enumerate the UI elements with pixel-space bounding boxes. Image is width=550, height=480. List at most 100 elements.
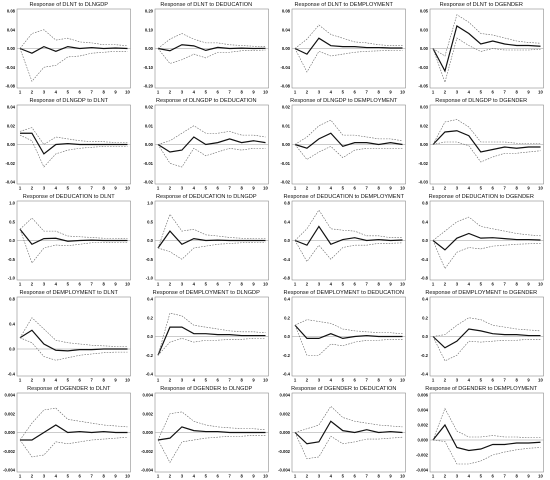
y-tick-label: -0.5 [145, 257, 153, 262]
upper-band-line [294, 209, 403, 241]
x-tick-label: 4 [467, 474, 470, 479]
x-tick-label: 8 [240, 90, 243, 95]
y-tick-label: 0.000 [280, 430, 291, 435]
x-tick-label: 3 [318, 186, 321, 191]
x-tick-label: 5 [67, 186, 70, 191]
x-tick-label: 8 [102, 378, 105, 383]
y-tick-label: -0.4 [420, 372, 428, 377]
x-tick-label: 6 [491, 474, 494, 479]
irf-panel: Response of DEDUCATION to DLNGDP 1.0 0.5 0.… [138, 192, 276, 288]
x-tick-label: 5 [342, 378, 345, 383]
x-tick-label: 7 [365, 282, 368, 287]
panel-title: Response of DLNGDP to DEMPLOYMENT [290, 98, 398, 104]
y-tick-label: -0.20 [143, 84, 153, 89]
x-tick-label: 7 [365, 186, 368, 191]
y-tick-label: 0.4 [284, 297, 290, 302]
x-tick-label: 7 [503, 378, 506, 383]
response-line [157, 44, 266, 52]
panel-title: Response of DEMPLOYMENT to DGENDER [425, 290, 538, 296]
x-tick-label: 10 [538, 186, 543, 191]
panel-title: Response of DLNGDP to DGENDER [435, 98, 528, 104]
y-tick-label: 0.006 [417, 393, 428, 398]
irf-panel: Response of DEDUCATION to DGENDER 0.8 0.4 0… [413, 192, 550, 288]
x-tick-label: 4 [467, 378, 470, 383]
x-tick-label: 1 [431, 378, 434, 383]
y-tick-label: 0.4 [422, 219, 428, 224]
x-tick-label: 6 [491, 282, 494, 287]
x-tick-label: 5 [204, 186, 207, 191]
y-tick-label: 0.5 [147, 219, 153, 224]
y-tick-label: 0.01 [144, 123, 153, 128]
lower-band-line [157, 338, 265, 356]
x-tick-label: 9 [389, 90, 392, 95]
x-tick-label: 7 [365, 90, 368, 95]
y-tick-label: -0.004 [416, 468, 429, 473]
x-tick-label: 1 [294, 186, 297, 191]
y-tick-label: 0.00 [144, 142, 153, 147]
upper-band-line [157, 213, 265, 249]
panel-title: Response of DGENDER to DLNGDP [160, 386, 253, 392]
y-tick-label: 0.004 [417, 408, 428, 413]
y-tick-label: 0.0 [147, 334, 153, 339]
y-tick-label: 0.02 [419, 123, 428, 128]
lower-band-line [157, 242, 265, 260]
x-tick-label: 7 [90, 186, 93, 191]
irf-panel: Response of DGENDER to DLNT 0.004 0.002 0.0… [0, 384, 138, 480]
y-tick-label: -0.02 [5, 161, 15, 166]
upper-band-line [157, 411, 266, 441]
x-tick-label: 4 [192, 186, 195, 191]
y-tick-label: -0.8 [420, 276, 428, 281]
y-tick-label: 0.4 [9, 322, 15, 327]
x-tick-label: 8 [240, 474, 243, 479]
irf-panel: Response of DEMPLOYMENT to DLNT 0.8 0.4 0.0… [0, 288, 138, 384]
response-line [431, 25, 541, 73]
x-tick-label: 7 [228, 90, 231, 95]
x-tick-label: 2 [31, 378, 34, 383]
panel-title: Response of DEMPLOYMENT to DLNT [19, 290, 118, 296]
upper-band-line [19, 407, 128, 441]
x-tick-label: 5 [67, 90, 70, 95]
irf-plot: 0.8 0.4 0.0 -0.41 2 3 4 5 6 7 8 9 10 [8, 297, 131, 383]
panel-title: Response of DEDUCATION to DGENDER [428, 194, 534, 200]
lower-band-line [432, 37, 541, 84]
x-tick-label: 10 [263, 90, 268, 95]
x-tick-label: 7 [90, 474, 93, 479]
response-line [294, 225, 403, 246]
x-tick-label: 10 [400, 282, 405, 287]
y-tick-label: 0.0 [147, 238, 153, 243]
lower-band-line [294, 240, 403, 263]
upper-band-line [19, 317, 128, 347]
y-tick-label: 0.004 [142, 393, 153, 398]
y-tick-label: 0.2 [147, 315, 153, 320]
y-tick-label: -0.04 [5, 65, 15, 70]
x-tick-label: 4 [467, 90, 470, 95]
x-tick-label: 7 [503, 186, 506, 191]
y-tick-label: 0.00 [282, 142, 291, 147]
x-tick-label: 3 [455, 474, 458, 479]
x-tick-label: 1 [294, 378, 297, 383]
x-tick-label: 3 [43, 90, 46, 95]
x-tick-label: 6 [354, 378, 357, 383]
x-tick-label: 9 [252, 186, 255, 191]
y-tick-label: 0.0 [422, 238, 428, 243]
response-line [156, 326, 265, 356]
upper-band-line [432, 407, 540, 441]
x-tick-label: 10 [400, 378, 405, 383]
x-tick-label: 9 [527, 282, 530, 287]
x-tick-label: 8 [515, 282, 518, 287]
lower-band-line [157, 144, 265, 168]
y-tick-label: 0.04 [7, 27, 16, 32]
x-tick-label: 3 [180, 186, 183, 191]
x-tick-label: 4 [192, 282, 195, 287]
y-tick-label: -0.08 [280, 84, 290, 89]
panel-title: Response of DLNGDP to DLNT [29, 98, 109, 104]
x-tick-label: 7 [228, 186, 231, 191]
y-tick-label: 0.000 [5, 430, 16, 435]
x-tick-label: 8 [240, 378, 243, 383]
y-tick-label: 0.00 [144, 46, 153, 51]
x-tick-label: 6 [354, 186, 357, 191]
irf-panel: Response of DLNT to DGENDER 0.05 0.03 0.00 -… [413, 0, 550, 96]
x-tick-label: 8 [102, 186, 105, 191]
